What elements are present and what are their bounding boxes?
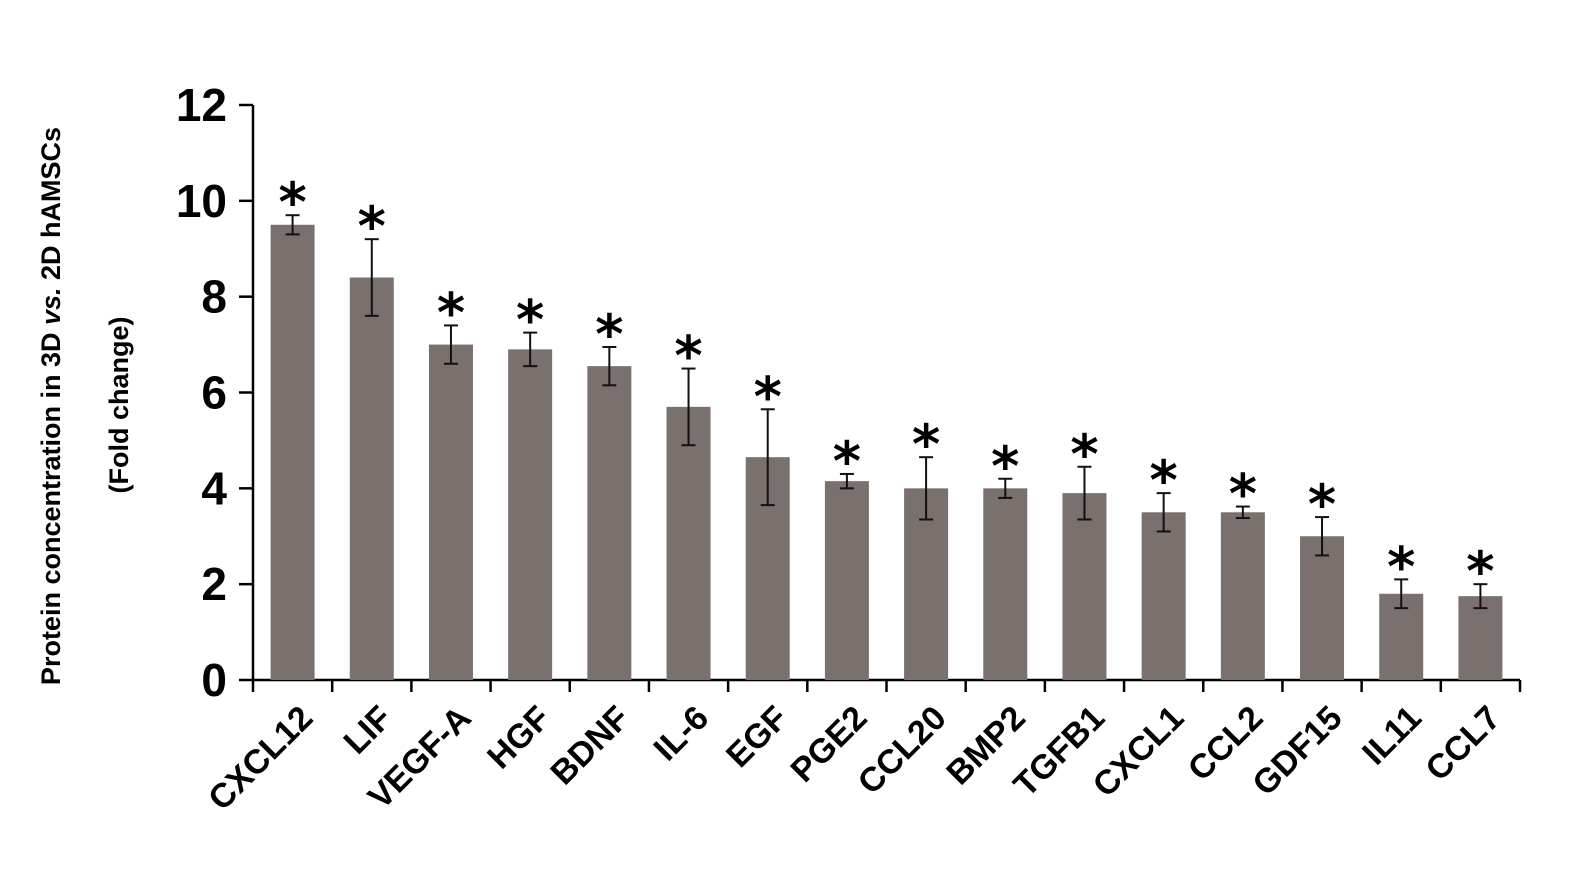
category-label: GDF15	[1245, 699, 1349, 803]
y-tick-label: 0	[201, 654, 227, 706]
category-label: IL-6	[647, 699, 717, 769]
significance-star: *	[912, 413, 940, 476]
y-axis-title-line2: (Fold change)	[104, 317, 134, 494]
significance-star: *	[1308, 473, 1336, 536]
significance-star: *	[1150, 449, 1178, 512]
bar-lif	[349, 277, 394, 680]
significance-star: *	[754, 365, 782, 428]
category-label: LIF	[337, 699, 400, 762]
bar-pge2	[824, 481, 869, 680]
bar-ccl7	[1458, 596, 1503, 680]
significance-star: *	[358, 195, 386, 258]
significance-star: *	[516, 289, 544, 352]
category-label: CXCL12	[201, 699, 320, 818]
category-label: CCL7	[1418, 699, 1508, 789]
significance-star: *	[278, 171, 306, 234]
bar-bdnf	[587, 366, 632, 680]
category-label: CXCL1	[1086, 699, 1192, 805]
bar-tgfb1	[1062, 493, 1107, 680]
y-tick-label: 2	[201, 558, 227, 610]
y-tick-label: 6	[201, 367, 227, 419]
y-axis-title: Protein concentration in 3D vs. 2D hAMSC…	[36, 127, 134, 685]
significance-star: *	[1387, 535, 1415, 598]
bar-cxcl12	[270, 224, 315, 680]
bar-il-6	[666, 406, 711, 680]
plot-area: 024681012*CXCL12*LIF*VEGF-A*HGF*BDNF*IL-…	[176, 79, 1522, 818]
y-axis-title-line1: Protein concentration in 3D vs. 2D hAMSC…	[36, 127, 66, 685]
category-label: BDNF	[543, 699, 637, 793]
bar-gdf15	[1300, 536, 1345, 680]
bar-bmp2	[983, 488, 1028, 680]
significance-star: *	[833, 430, 861, 493]
significance-star: *	[1229, 463, 1257, 526]
category-label: CCL20	[851, 699, 954, 802]
bar-vegf-a	[428, 344, 473, 680]
y-tick-label: 4	[201, 462, 227, 514]
y-tick-label: 10	[176, 175, 227, 227]
bar-hgf	[508, 349, 553, 680]
bar-ccl2	[1220, 512, 1265, 680]
significance-star: *	[1466, 540, 1494, 603]
y-tick-label: 12	[176, 79, 227, 131]
significance-star: *	[437, 281, 465, 344]
significance-star: *	[674, 325, 702, 388]
significance-star: *	[1070, 423, 1098, 486]
bar-cxcl1	[1141, 512, 1186, 680]
y-tick-label: 8	[201, 271, 227, 323]
significance-star: *	[595, 303, 623, 366]
significance-star: *	[991, 435, 1019, 498]
